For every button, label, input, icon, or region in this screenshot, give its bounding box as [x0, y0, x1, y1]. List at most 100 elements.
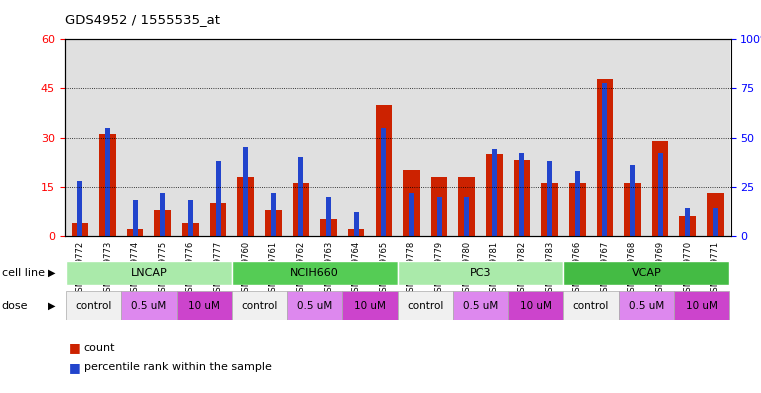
Text: ▶: ▶: [48, 301, 56, 311]
Bar: [320, 219, 337, 236]
Text: control: control: [573, 301, 610, 310]
Text: 10 uM: 10 uM: [354, 301, 386, 310]
Bar: [563, 261, 729, 285]
Bar: [575, 171, 580, 236]
Bar: [702, 39, 729, 236]
Bar: [293, 184, 309, 236]
Bar: [99, 134, 116, 236]
Bar: [105, 128, 110, 236]
Bar: [674, 39, 702, 236]
Bar: [541, 184, 558, 236]
Bar: [397, 261, 563, 285]
Bar: [486, 154, 502, 236]
Text: GDS4952 / 1555535_at: GDS4952 / 1555535_at: [65, 13, 220, 26]
Bar: [237, 177, 254, 236]
Bar: [121, 39, 149, 236]
Bar: [536, 39, 563, 236]
Bar: [458, 177, 475, 236]
Bar: [66, 291, 121, 320]
Bar: [210, 203, 226, 236]
Bar: [397, 291, 453, 320]
Bar: [232, 291, 287, 320]
Bar: [409, 193, 414, 236]
Bar: [547, 161, 552, 236]
Bar: [425, 39, 453, 236]
Bar: [658, 153, 663, 236]
Bar: [94, 39, 121, 236]
Bar: [66, 39, 94, 236]
Bar: [508, 39, 536, 236]
Bar: [132, 200, 138, 236]
Bar: [121, 291, 177, 320]
Text: control: control: [241, 301, 278, 310]
Bar: [66, 261, 232, 285]
Bar: [453, 291, 508, 320]
Text: control: control: [407, 301, 444, 310]
Bar: [204, 39, 232, 236]
Bar: [508, 291, 563, 320]
Bar: [298, 157, 304, 236]
Bar: [78, 181, 82, 236]
Bar: [260, 39, 287, 236]
Bar: [646, 39, 674, 236]
Text: 0.5 uM: 0.5 uM: [629, 301, 664, 310]
Bar: [674, 291, 729, 320]
Bar: [354, 212, 358, 236]
Bar: [348, 229, 365, 236]
Bar: [381, 128, 387, 236]
Text: control: control: [75, 301, 112, 310]
Text: 10 uM: 10 uM: [520, 301, 552, 310]
Bar: [619, 291, 674, 320]
Bar: [437, 196, 441, 236]
Bar: [464, 196, 470, 236]
Bar: [342, 291, 398, 320]
Text: NCIH660: NCIH660: [291, 268, 339, 278]
Text: 0.5 uM: 0.5 uM: [297, 301, 333, 310]
Text: dose: dose: [2, 301, 28, 311]
Bar: [453, 39, 480, 236]
Bar: [630, 165, 635, 236]
Bar: [72, 223, 88, 236]
Bar: [514, 160, 530, 236]
Bar: [603, 83, 607, 236]
Bar: [149, 39, 177, 236]
Bar: [342, 39, 370, 236]
Bar: [597, 79, 613, 236]
Bar: [177, 39, 204, 236]
Bar: [563, 291, 619, 320]
Bar: [569, 184, 585, 236]
Text: ▶: ▶: [48, 268, 56, 278]
Bar: [713, 208, 718, 236]
Text: 10 uM: 10 uM: [188, 301, 220, 310]
Text: ■: ■: [68, 341, 80, 354]
Bar: [182, 223, 199, 236]
Text: 0.5 uM: 0.5 uM: [132, 301, 167, 310]
Bar: [315, 39, 342, 236]
Bar: [265, 209, 282, 236]
Bar: [624, 184, 641, 236]
Bar: [232, 39, 260, 236]
Bar: [520, 153, 524, 236]
Text: PC3: PC3: [470, 268, 492, 278]
Bar: [431, 177, 447, 236]
Text: VCAP: VCAP: [632, 268, 661, 278]
Bar: [188, 200, 193, 236]
Text: cell line: cell line: [2, 268, 45, 278]
Bar: [287, 291, 342, 320]
Bar: [215, 161, 221, 236]
Bar: [271, 193, 275, 236]
Bar: [397, 39, 425, 236]
Bar: [244, 147, 248, 236]
Bar: [326, 196, 331, 236]
Bar: [161, 193, 165, 236]
Bar: [652, 141, 668, 236]
Text: count: count: [84, 343, 115, 353]
Bar: [403, 170, 420, 236]
Bar: [492, 149, 497, 236]
Bar: [591, 39, 619, 236]
Bar: [563, 39, 591, 236]
Bar: [287, 39, 315, 236]
Bar: [619, 39, 646, 236]
Bar: [177, 291, 232, 320]
Bar: [370, 39, 398, 236]
